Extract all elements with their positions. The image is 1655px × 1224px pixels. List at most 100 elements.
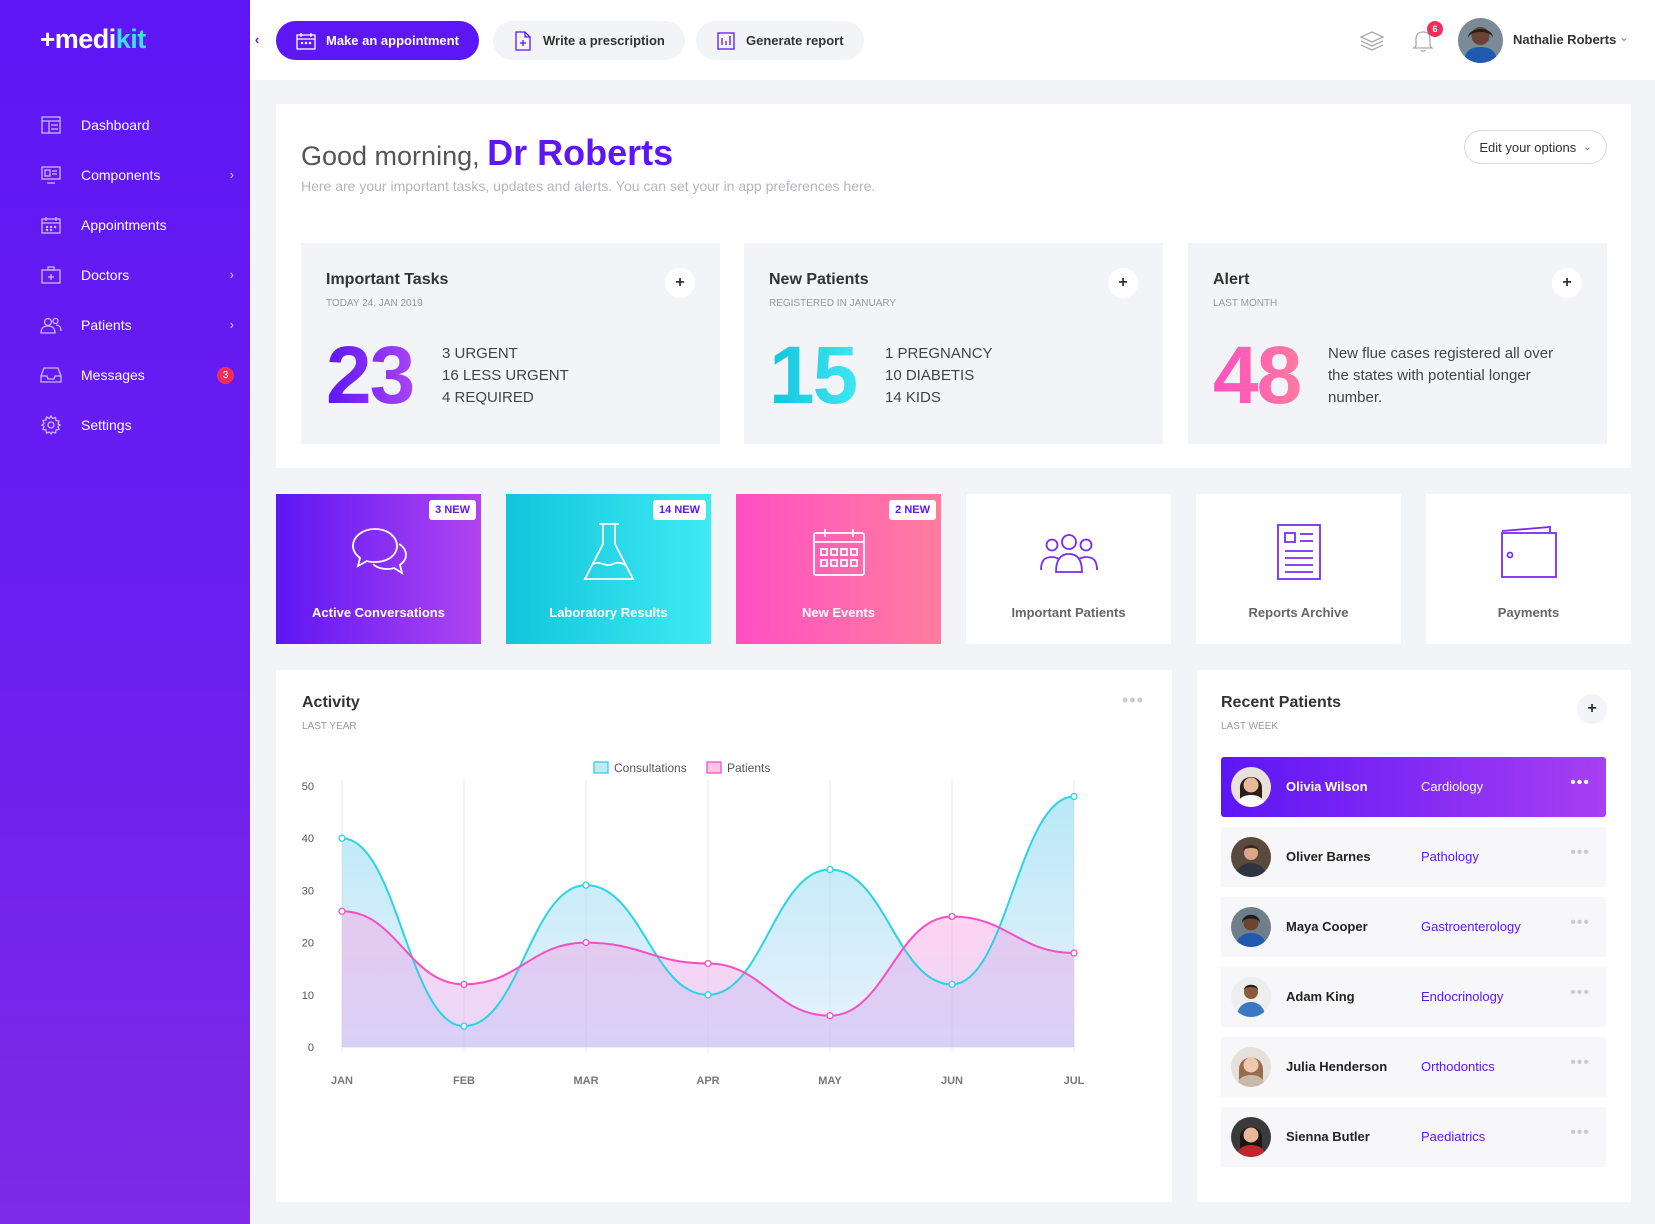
new-count-badge: 2 NEW [889,500,936,520]
patient-avatar [1231,837,1271,877]
user-avatar[interactable] [1458,18,1503,63]
make-appointment-button[interactable]: Make an appointment [276,21,479,60]
patient-row[interactable]: Oliver Barnes Pathology ••• [1221,827,1606,887]
sidebar-item-components[interactable]: Components › [0,150,250,200]
add-alert-button[interactable]: + [1552,268,1582,298]
patient-name: Maya Cooper [1286,919,1368,934]
sidebar-item-doctors[interactable]: Doctors › [0,250,250,300]
sidebar: +medikit Dashboard Components › Appointm… [0,0,250,1224]
y-tick-label: 50 [302,781,314,793]
activity-menu-button[interactable]: ••• [1122,690,1144,710]
sidebar-item-messages[interactable]: Messages 3 [0,350,250,400]
card-subtitle: LAST MONTH [1213,298,1278,309]
logo-plus: + [40,24,55,54]
card-title: Alert [1213,271,1250,288]
patient-row[interactable]: Adam King Endocrinology ••• [1221,967,1606,1027]
bell-icon[interactable]: 6 [1410,21,1443,54]
new-patients-count: 15 [769,330,858,421]
write-prescription-label: Write a prescription [543,33,665,48]
sidebar-item-settings[interactable]: Settings [0,400,250,450]
edit-options-button[interactable]: Edit your options ⌄ [1464,130,1607,164]
generate-report-button[interactable]: Generate report [696,21,864,60]
tile-active-conversations[interactable]: 3 NEW Active Conversations [276,494,481,644]
patient-menu-button[interactable]: ••• [1570,914,1590,931]
doctor-case-icon [40,266,62,284]
breakdown-line: 3 URGENT [442,345,518,362]
card-subtitle: REGISTERED IN JANUARY [769,298,897,309]
x-tick-label: MAY [818,1075,842,1087]
sidebar-item-label: Components [81,167,161,183]
recent-patients-subtitle: LAST WEEK [1221,721,1279,732]
tile-laboratory-results[interactable]: 14 NEW Laboratory Results [506,494,711,644]
recent-patients-title: Recent Patients [1221,694,1342,711]
tile-payments[interactable]: Payments [1426,494,1631,644]
edit-options-label: Edit your options [1479,139,1577,155]
patient-menu-button[interactable]: ••• [1570,1124,1590,1141]
patient-menu-button[interactable]: ••• [1570,1054,1590,1071]
patient-avatar [1231,767,1271,807]
data-point [582,938,590,947]
user-name[interactable]: Nathalie Roberts [1513,32,1617,47]
data-point [704,959,712,968]
alert-card: Alert LAST MONTH + 48 New flue cases reg… [1188,243,1607,444]
sidebar-item-patients[interactable]: Patients › [0,300,250,350]
breakdown-line: 14 KIDS [885,389,941,406]
generate-report-label: Generate report [746,33,844,48]
flask-icon [506,522,711,582]
patient-row[interactable]: Julia Henderson Orthodontics ••• [1221,1037,1606,1097]
tile-label: Active Conversations [312,605,445,620]
patient-avatar [1231,907,1271,947]
add-task-button[interactable]: + [665,268,695,298]
card-title: Important Tasks [326,271,449,288]
y-tick-label: 0 [308,1042,314,1054]
patient-row[interactable]: Maya Cooper Gastroenterology ••• [1221,897,1606,957]
x-tick-label: FEB [453,1075,475,1087]
patient-department: Gastroenterology [1421,919,1521,934]
tile-important-patients[interactable]: Important Patients [966,494,1171,644]
patient-name: Oliver Barnes [1286,849,1371,864]
tasks-count: 23 [326,330,415,421]
collapse-sidebar-button[interactable]: ‹ [254,32,260,47]
write-prescription-button[interactable]: Write a prescription [493,21,685,60]
y-tick-label: 40 [302,833,314,845]
sidebar-item-label: Messages [81,367,145,383]
data-point [582,881,590,889]
data-point [704,991,712,999]
patient-menu-button[interactable]: ••• [1570,984,1590,1001]
activity-title: Activity [302,694,360,711]
medikit-logo[interactable]: +medikit [40,24,146,55]
layers-icon[interactable] [1359,28,1385,54]
sidebar-nav: Dashboard Components › Appointments Doct… [0,100,250,450]
card-title: New Patients [769,271,869,288]
data-point [826,1012,834,1020]
patient-avatar [1231,1117,1271,1157]
chevron-right-icon: › [229,317,234,332]
card-subtitle: TODAY 24, JAN 2019 [326,298,423,309]
user-menu-chevron-icon[interactable]: ⌄ [1619,30,1630,44]
add-recent-patient-button[interactable]: + [1577,694,1607,724]
patient-menu-button[interactable]: ••• [1570,774,1590,791]
make-appointment-label: Make an appointment [326,33,459,48]
welcome-panel: Good morning, Dr Roberts Here are your i… [276,104,1631,468]
sidebar-item-label: Patients [81,317,132,333]
sidebar-item-label: Doctors [81,267,130,283]
patients-breakdown: 1 PREGNANCY 10 DIABETIS 14 KIDS [885,343,993,409]
logo-text-kit: kit [115,24,147,54]
doctor-name: Dr Roberts [487,132,674,173]
sidebar-item-label: Settings [81,417,132,433]
add-patient-button[interactable]: + [1108,268,1138,298]
patient-row[interactable]: Sienna Butler Paediatrics ••• [1221,1107,1606,1167]
data-point [1070,792,1078,801]
tile-reports-archive[interactable]: Reports Archive [1196,494,1401,644]
activity-chart: 0 10 20 30 40 50 JAN FEB MAR APR MAY JUN JUL Consulta… [302,761,1085,1087]
alert-line: number. [1328,389,1383,406]
sidebar-item-label: Dashboard [81,117,150,133]
tile-new-events[interactable]: 2 NEW New Events [736,494,941,644]
y-tick-label: 10 [302,990,314,1002]
logo-text-medi: medi [54,24,117,54]
sidebar-item-dashboard[interactable]: Dashboard [0,100,250,150]
patient-menu-button[interactable]: ••• [1570,844,1590,861]
greeting-subtitle: Here are your important tasks, updates a… [301,178,876,194]
patient-row[interactable]: Olivia Wilson Cardiology ••• [1221,757,1606,817]
sidebar-item-appointments[interactable]: Appointments [0,200,250,250]
